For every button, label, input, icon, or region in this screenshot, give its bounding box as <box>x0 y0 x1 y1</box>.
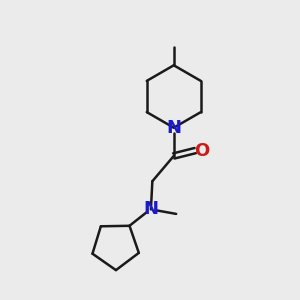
Text: N: N <box>166 119 181 137</box>
Text: N: N <box>143 200 158 218</box>
Text: O: O <box>194 142 209 160</box>
